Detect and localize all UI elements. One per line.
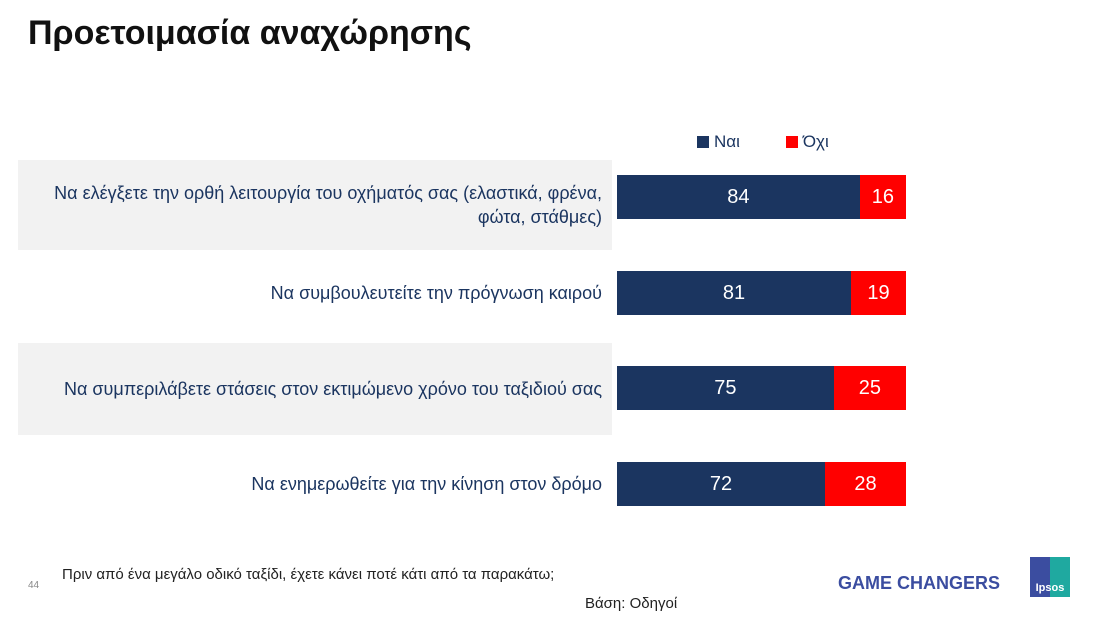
row-band: Να συμβουλευτείτε την πρόγνωση καιρού <box>18 270 612 316</box>
data-label: 28 <box>854 472 877 495</box>
data-label: 72 <box>709 472 733 495</box>
page-title: Προετοιμασία αναχώρησης <box>28 14 472 52</box>
bar-segment-no: 19 <box>851 271 906 315</box>
bar-segment-yes: 72 <box>617 462 826 506</box>
stacked-bar: 75 25 <box>617 366 906 410</box>
legend-item-no: Όχι <box>785 132 829 152</box>
bar-segment-yes: 75 <box>617 366 834 410</box>
legend-swatch <box>697 136 709 148</box>
category-label: Να ελέγξετε την ορθή λειτουργία του οχήμ… <box>54 183 602 227</box>
bar-segment-yes: 81 <box>617 271 852 315</box>
data-label: 75 <box>714 376 737 399</box>
row-band: Να ελέγξετε την ορθή λειτουργία του οχήμ… <box>18 160 612 250</box>
legend-swatch <box>785 136 798 148</box>
legend: Ναι Όχι <box>697 132 829 152</box>
data-label: 81 <box>722 281 746 304</box>
ipsos-logo: Ipsos <box>1030 557 1070 597</box>
row-band: Να συμπεριλάβετε στάσεις στον εκτιμώμενο… <box>18 343 612 435</box>
question-text: Πριν από ένα μεγάλο οδικό ταξίδι, έχετε … <box>62 566 555 583</box>
stacked-bar: 84 16 <box>617 175 906 219</box>
data-label: 19 <box>867 281 890 304</box>
row-band: Να ενημερωθείτε για την κίνηση στον δρόμ… <box>18 461 612 507</box>
page-number: 44 <box>28 580 40 591</box>
legend-item-yes: Ναι <box>697 132 740 152</box>
category-label: Να συμβουλευτείτε την πρόγνωση καιρού <box>270 283 602 303</box>
data-label: 84 <box>727 185 750 208</box>
bar-segment-no: 16 <box>859 175 906 219</box>
stacked-bar: 72 28 <box>617 462 906 506</box>
bar-segment-no: 28 <box>825 462 906 506</box>
category-label: Να συμπεριλάβετε στάσεις στον εκτιμώμενο… <box>64 379 602 399</box>
data-label: 25 <box>858 376 881 399</box>
bar-segment-no: 25 <box>833 366 906 410</box>
category-label: Να ενημερωθείτε για την κίνηση στον δρόμ… <box>251 474 602 494</box>
data-label: 16 <box>871 185 894 208</box>
bar-segment-yes: 84 <box>617 175 860 219</box>
game-changers-tagline: GAME CHANGERS <box>838 573 1001 593</box>
stacked-bar: 81 19 <box>617 271 906 315</box>
base-note: Βάση: Οδηγοί <box>585 595 678 612</box>
